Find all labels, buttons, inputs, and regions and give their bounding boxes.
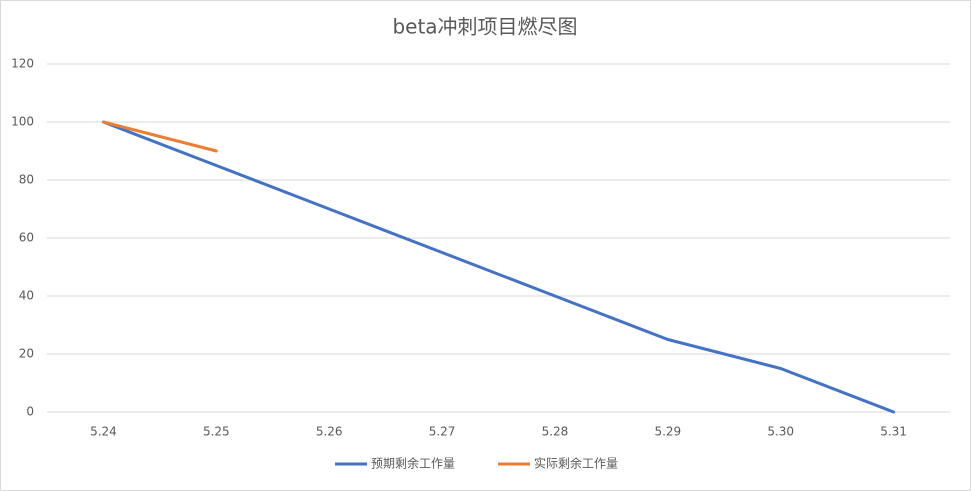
x-tick-label: 5.31 — [880, 425, 907, 439]
chart-title: beta冲刺项目燃尽图 — [392, 15, 577, 39]
y-tick-label: 120 — [11, 57, 34, 71]
y-tick-label: 0 — [26, 405, 34, 419]
y-tick-label: 100 — [11, 115, 34, 129]
y-tick-label: 60 — [19, 231, 34, 245]
x-tick-label: 5.24 — [90, 425, 117, 439]
x-tick-label: 5.30 — [767, 425, 794, 439]
series-line — [101, 120, 218, 153]
x-tick-label: 5.27 — [429, 425, 456, 439]
x-tick-label: 5.28 — [542, 425, 569, 439]
series-line — [101, 120, 896, 414]
legend-label: 实际剩余工作量 — [534, 456, 618, 471]
y-tick-label: 80 — [19, 173, 34, 187]
legend-label: 预期剩余工作量 — [371, 456, 455, 471]
x-tick-label: 5.25 — [203, 425, 230, 439]
x-tick-label: 5.26 — [316, 425, 343, 439]
x-tick-label: 5.29 — [654, 425, 681, 439]
y-tick-label: 40 — [19, 289, 34, 303]
y-tick-label: 20 — [19, 347, 34, 361]
